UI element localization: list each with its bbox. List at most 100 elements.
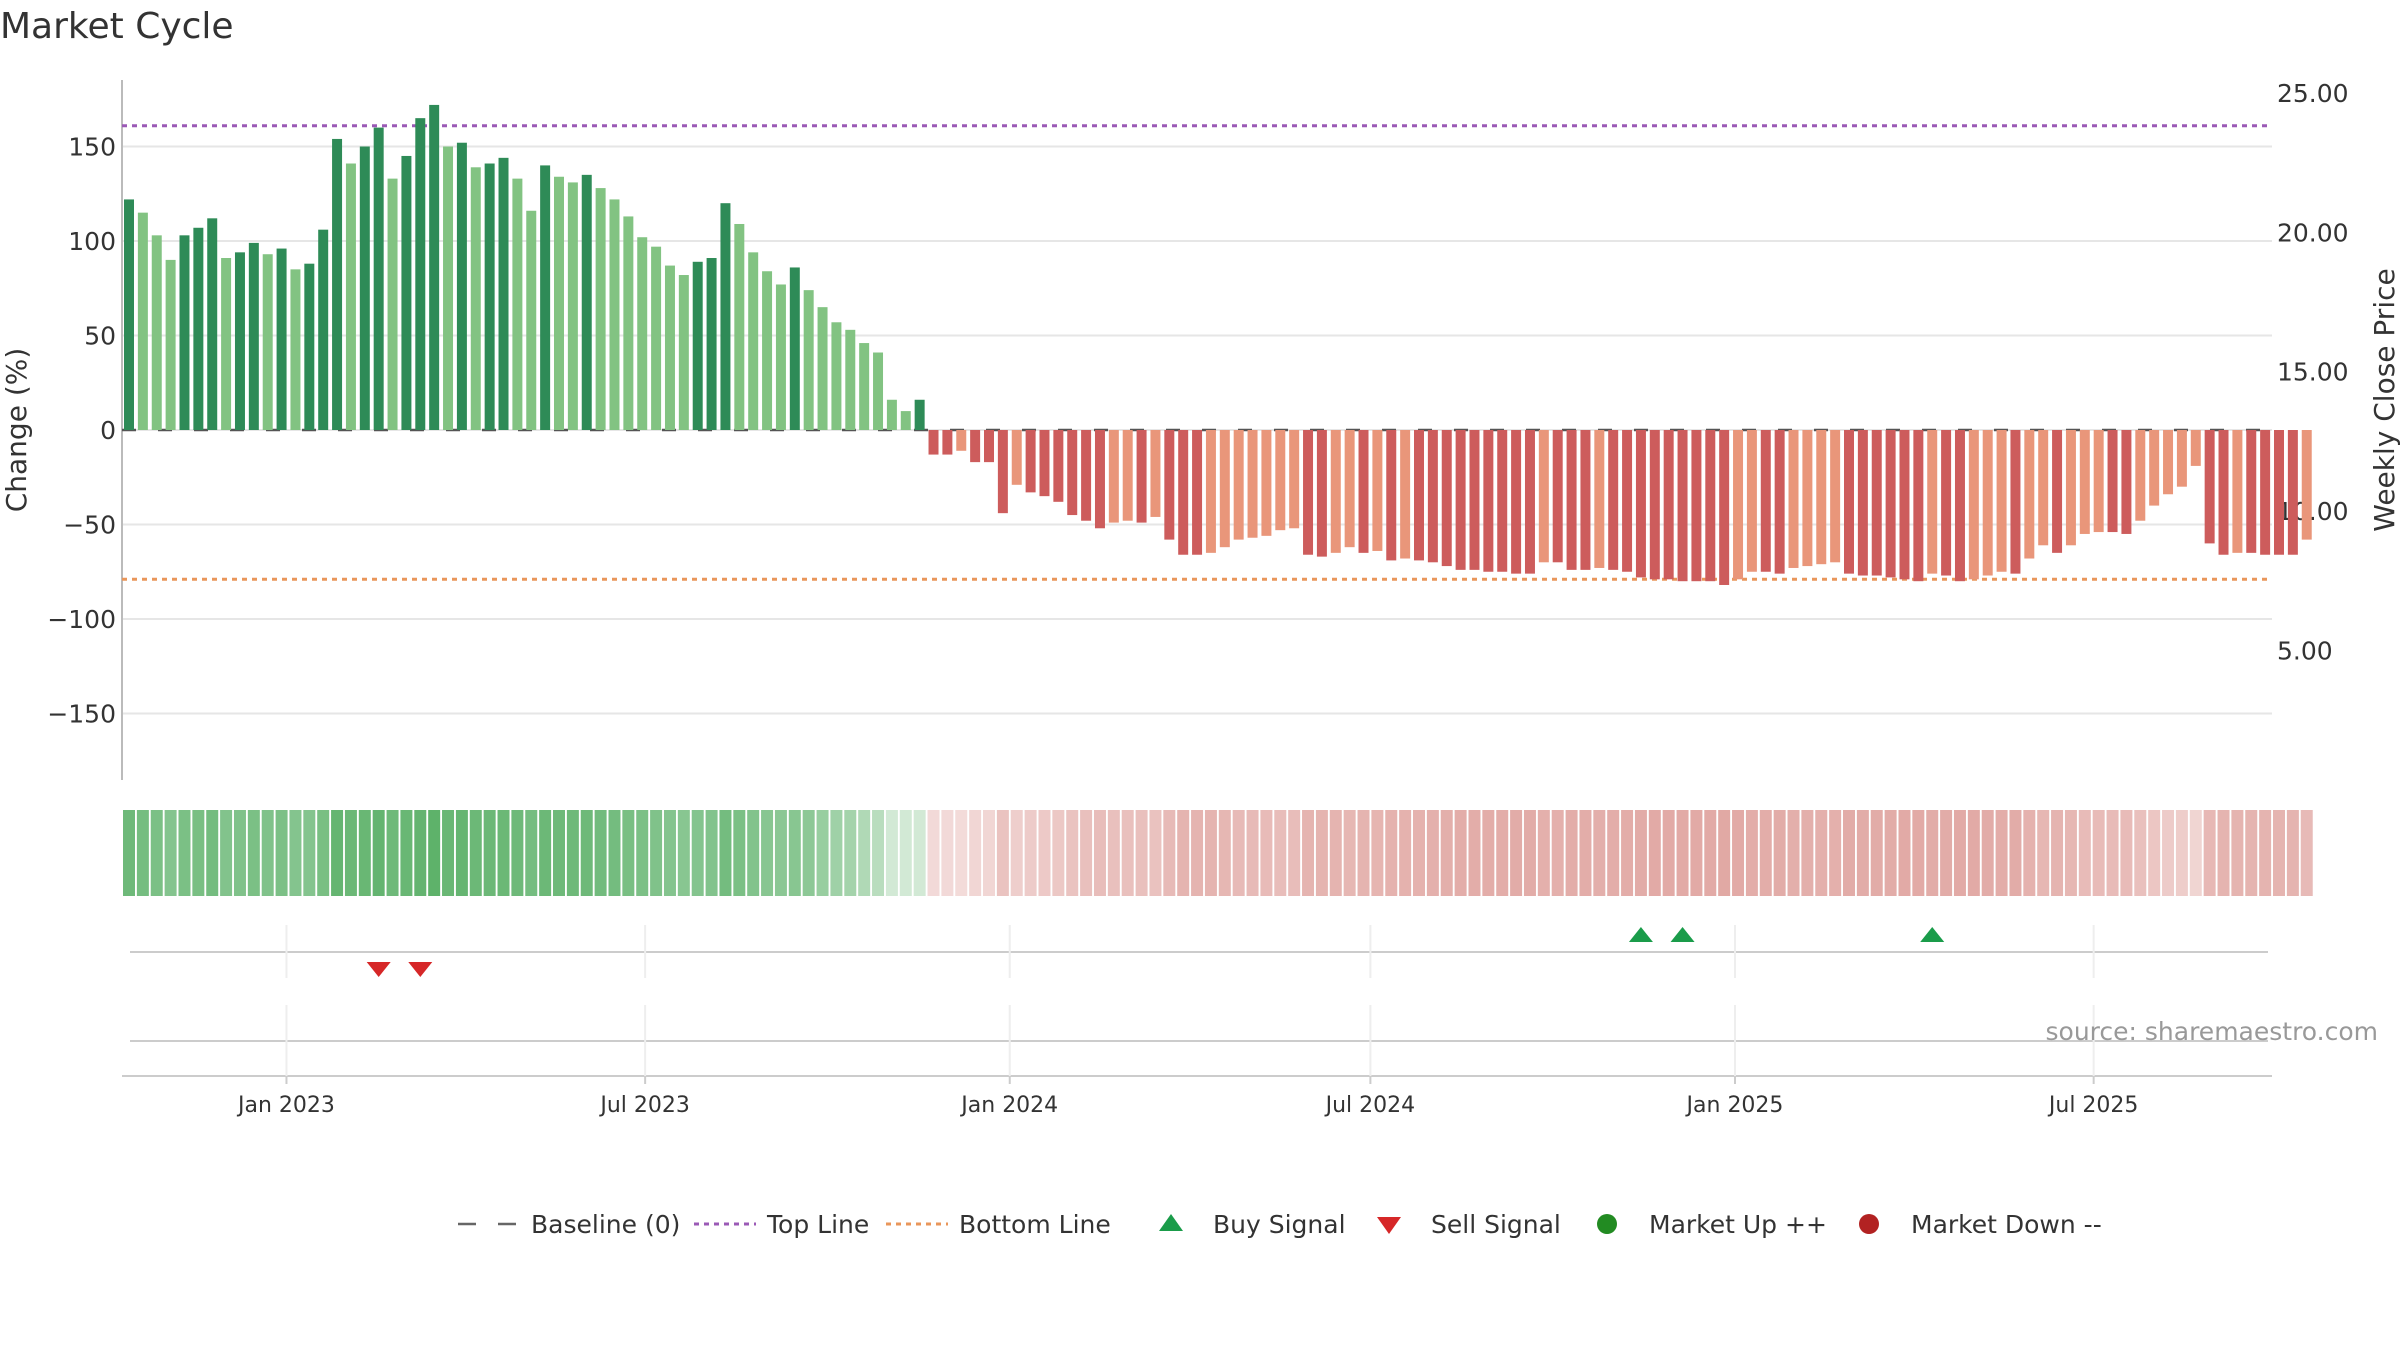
strip-cell bbox=[1440, 810, 1453, 896]
strip-cell bbox=[1634, 810, 1647, 896]
strip-cell bbox=[2148, 810, 2161, 896]
bar bbox=[276, 248, 287, 430]
bar bbox=[1844, 430, 1854, 574]
strip-cell bbox=[594, 810, 607, 896]
strip-cell bbox=[331, 810, 344, 896]
bar bbox=[2301, 430, 2312, 540]
strip-cell bbox=[1482, 810, 1495, 896]
legend-buy-icon bbox=[1159, 1214, 1183, 1231]
strip-cell bbox=[123, 810, 135, 896]
strip-cell bbox=[2037, 810, 2050, 896]
strength-heat-strip bbox=[123, 810, 2313, 896]
strip-cell bbox=[344, 810, 357, 896]
strip-cell bbox=[1191, 810, 1204, 896]
strip-cell bbox=[2231, 810, 2244, 896]
strip-cell bbox=[1093, 810, 1106, 896]
strip-cell bbox=[663, 810, 676, 896]
bar bbox=[290, 269, 301, 430]
strip-cell bbox=[955, 810, 968, 896]
strip-cell bbox=[1413, 810, 1425, 896]
bar bbox=[956, 430, 967, 451]
bar bbox=[859, 343, 870, 430]
strip-cell bbox=[469, 810, 482, 896]
bar bbox=[1982, 430, 1993, 576]
bar bbox=[775, 284, 786, 430]
bar bbox=[651, 246, 662, 430]
bar bbox=[1400, 430, 1411, 559]
strip-cell bbox=[303, 810, 316, 896]
strip-cell bbox=[192, 810, 205, 896]
strip-cell bbox=[1052, 810, 1065, 896]
bar bbox=[470, 167, 481, 431]
bar bbox=[1275, 430, 1286, 531]
strip-cell bbox=[247, 810, 260, 896]
bar bbox=[1885, 430, 1896, 578]
bar bbox=[914, 399, 925, 430]
strip-cell bbox=[719, 810, 732, 896]
bar bbox=[2093, 430, 2104, 533]
bar bbox=[2149, 430, 2160, 506]
y-tick-left: 100 bbox=[68, 227, 116, 256]
strip-cell bbox=[1315, 810, 1328, 896]
legend-item: Baseline (0) bbox=[458, 1210, 680, 1239]
bar bbox=[526, 210, 537, 430]
strip-cell bbox=[150, 810, 163, 896]
strip-cell bbox=[442, 810, 455, 896]
strip-cell bbox=[2120, 810, 2133, 896]
strip-cell bbox=[1329, 810, 1342, 896]
bar bbox=[1164, 430, 1175, 540]
bar bbox=[1497, 430, 1508, 572]
bar bbox=[1954, 430, 1965, 582]
strip-cell bbox=[927, 810, 940, 896]
bar bbox=[1635, 430, 1646, 578]
y-tick-right: 5.00 bbox=[2277, 636, 2333, 665]
strip-cell bbox=[261, 810, 274, 896]
date-axis: Jan 2023 Jul 2023 Jan 2024 Jul 2024 Jan 2025… bbox=[236, 1076, 2138, 1118]
bar bbox=[2065, 430, 2076, 546]
bar bbox=[234, 252, 245, 430]
strip-cell bbox=[2023, 810, 2036, 896]
bar bbox=[734, 223, 745, 430]
bar bbox=[1386, 430, 1397, 561]
bar bbox=[443, 146, 454, 430]
bar bbox=[2287, 430, 2298, 555]
strip-cell bbox=[1302, 810, 1315, 896]
bar bbox=[1816, 430, 1827, 565]
strip-cell bbox=[1607, 810, 1620, 896]
bar bbox=[803, 290, 814, 430]
legend-label: Bottom Line bbox=[959, 1210, 1111, 1239]
bar bbox=[1580, 430, 1591, 570]
bar bbox=[1941, 430, 1952, 576]
strip-cell bbox=[317, 810, 330, 896]
bar bbox=[2260, 430, 2271, 555]
bar bbox=[1067, 430, 1078, 516]
legend-label: Baseline (0) bbox=[531, 1210, 680, 1239]
bar bbox=[512, 178, 523, 430]
strip-cell bbox=[1995, 810, 2008, 896]
strip-cell bbox=[1010, 810, 1023, 896]
strip-cell bbox=[858, 810, 871, 896]
strip-cell bbox=[400, 810, 413, 896]
bar bbox=[873, 352, 884, 430]
bar bbox=[1150, 430, 1161, 517]
axis-layer: 150 100 50 0 −50 −100 −150 25.00 20.00 15.00 10.00… bbox=[47, 79, 2349, 780]
bar bbox=[221, 258, 232, 430]
strip-cell bbox=[733, 810, 746, 896]
strip-cell bbox=[1648, 810, 1661, 896]
strip-cell bbox=[2175, 810, 2188, 896]
bar bbox=[1469, 430, 1480, 570]
strip-cell bbox=[1385, 810, 1398, 896]
strip-cell bbox=[1815, 810, 1828, 896]
bar bbox=[1677, 430, 1688, 582]
bar bbox=[1358, 430, 1369, 553]
y-tick-left: 150 bbox=[68, 133, 116, 162]
strip-cell bbox=[996, 810, 1009, 896]
x-tick-label: Jul 2024 bbox=[1324, 1093, 1416, 1118]
y-tick-left: −50 bbox=[63, 511, 116, 540]
bar bbox=[595, 188, 606, 430]
y-axis-right-label: Weekly Close Price bbox=[2368, 268, 2400, 531]
strip-cell bbox=[136, 810, 149, 896]
bar bbox=[2232, 430, 2243, 553]
bar bbox=[401, 155, 412, 430]
bar bbox=[1330, 430, 1341, 553]
